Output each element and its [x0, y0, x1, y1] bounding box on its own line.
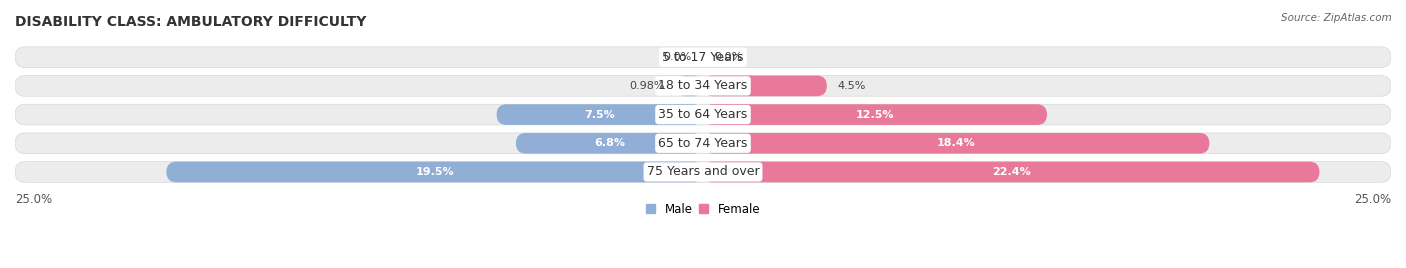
- Text: DISABILITY CLASS: AMBULATORY DIFFICULTY: DISABILITY CLASS: AMBULATORY DIFFICULTY: [15, 15, 367, 29]
- Text: 7.5%: 7.5%: [585, 110, 616, 120]
- Text: 5 to 17 Years: 5 to 17 Years: [662, 51, 744, 64]
- Text: 25.0%: 25.0%: [1354, 193, 1391, 206]
- Text: Source: ZipAtlas.com: Source: ZipAtlas.com: [1281, 13, 1392, 23]
- Text: 19.5%: 19.5%: [415, 167, 454, 177]
- Text: 18.4%: 18.4%: [936, 138, 976, 148]
- FancyBboxPatch shape: [15, 76, 1391, 96]
- FancyBboxPatch shape: [496, 104, 703, 125]
- FancyBboxPatch shape: [703, 104, 1047, 125]
- FancyBboxPatch shape: [676, 76, 703, 96]
- Text: 25.0%: 25.0%: [15, 193, 52, 206]
- FancyBboxPatch shape: [15, 162, 1391, 182]
- Legend: Male, Female: Male, Female: [641, 198, 765, 220]
- Text: 18 to 34 Years: 18 to 34 Years: [658, 79, 748, 92]
- Text: 22.4%: 22.4%: [991, 167, 1031, 177]
- Text: 0.98%: 0.98%: [630, 81, 665, 91]
- Text: 35 to 64 Years: 35 to 64 Years: [658, 108, 748, 121]
- FancyBboxPatch shape: [166, 162, 703, 182]
- Text: 12.5%: 12.5%: [856, 110, 894, 120]
- FancyBboxPatch shape: [703, 162, 1319, 182]
- Text: 4.5%: 4.5%: [838, 81, 866, 91]
- FancyBboxPatch shape: [516, 133, 703, 154]
- Text: 0.0%: 0.0%: [714, 52, 742, 62]
- Text: 75 Years and over: 75 Years and over: [647, 165, 759, 178]
- FancyBboxPatch shape: [15, 133, 1391, 154]
- FancyBboxPatch shape: [703, 133, 1209, 154]
- Text: 6.8%: 6.8%: [593, 138, 624, 148]
- FancyBboxPatch shape: [703, 76, 827, 96]
- FancyBboxPatch shape: [15, 104, 1391, 125]
- Text: 0.0%: 0.0%: [664, 52, 692, 62]
- FancyBboxPatch shape: [15, 47, 1391, 68]
- Text: 65 to 74 Years: 65 to 74 Years: [658, 137, 748, 150]
